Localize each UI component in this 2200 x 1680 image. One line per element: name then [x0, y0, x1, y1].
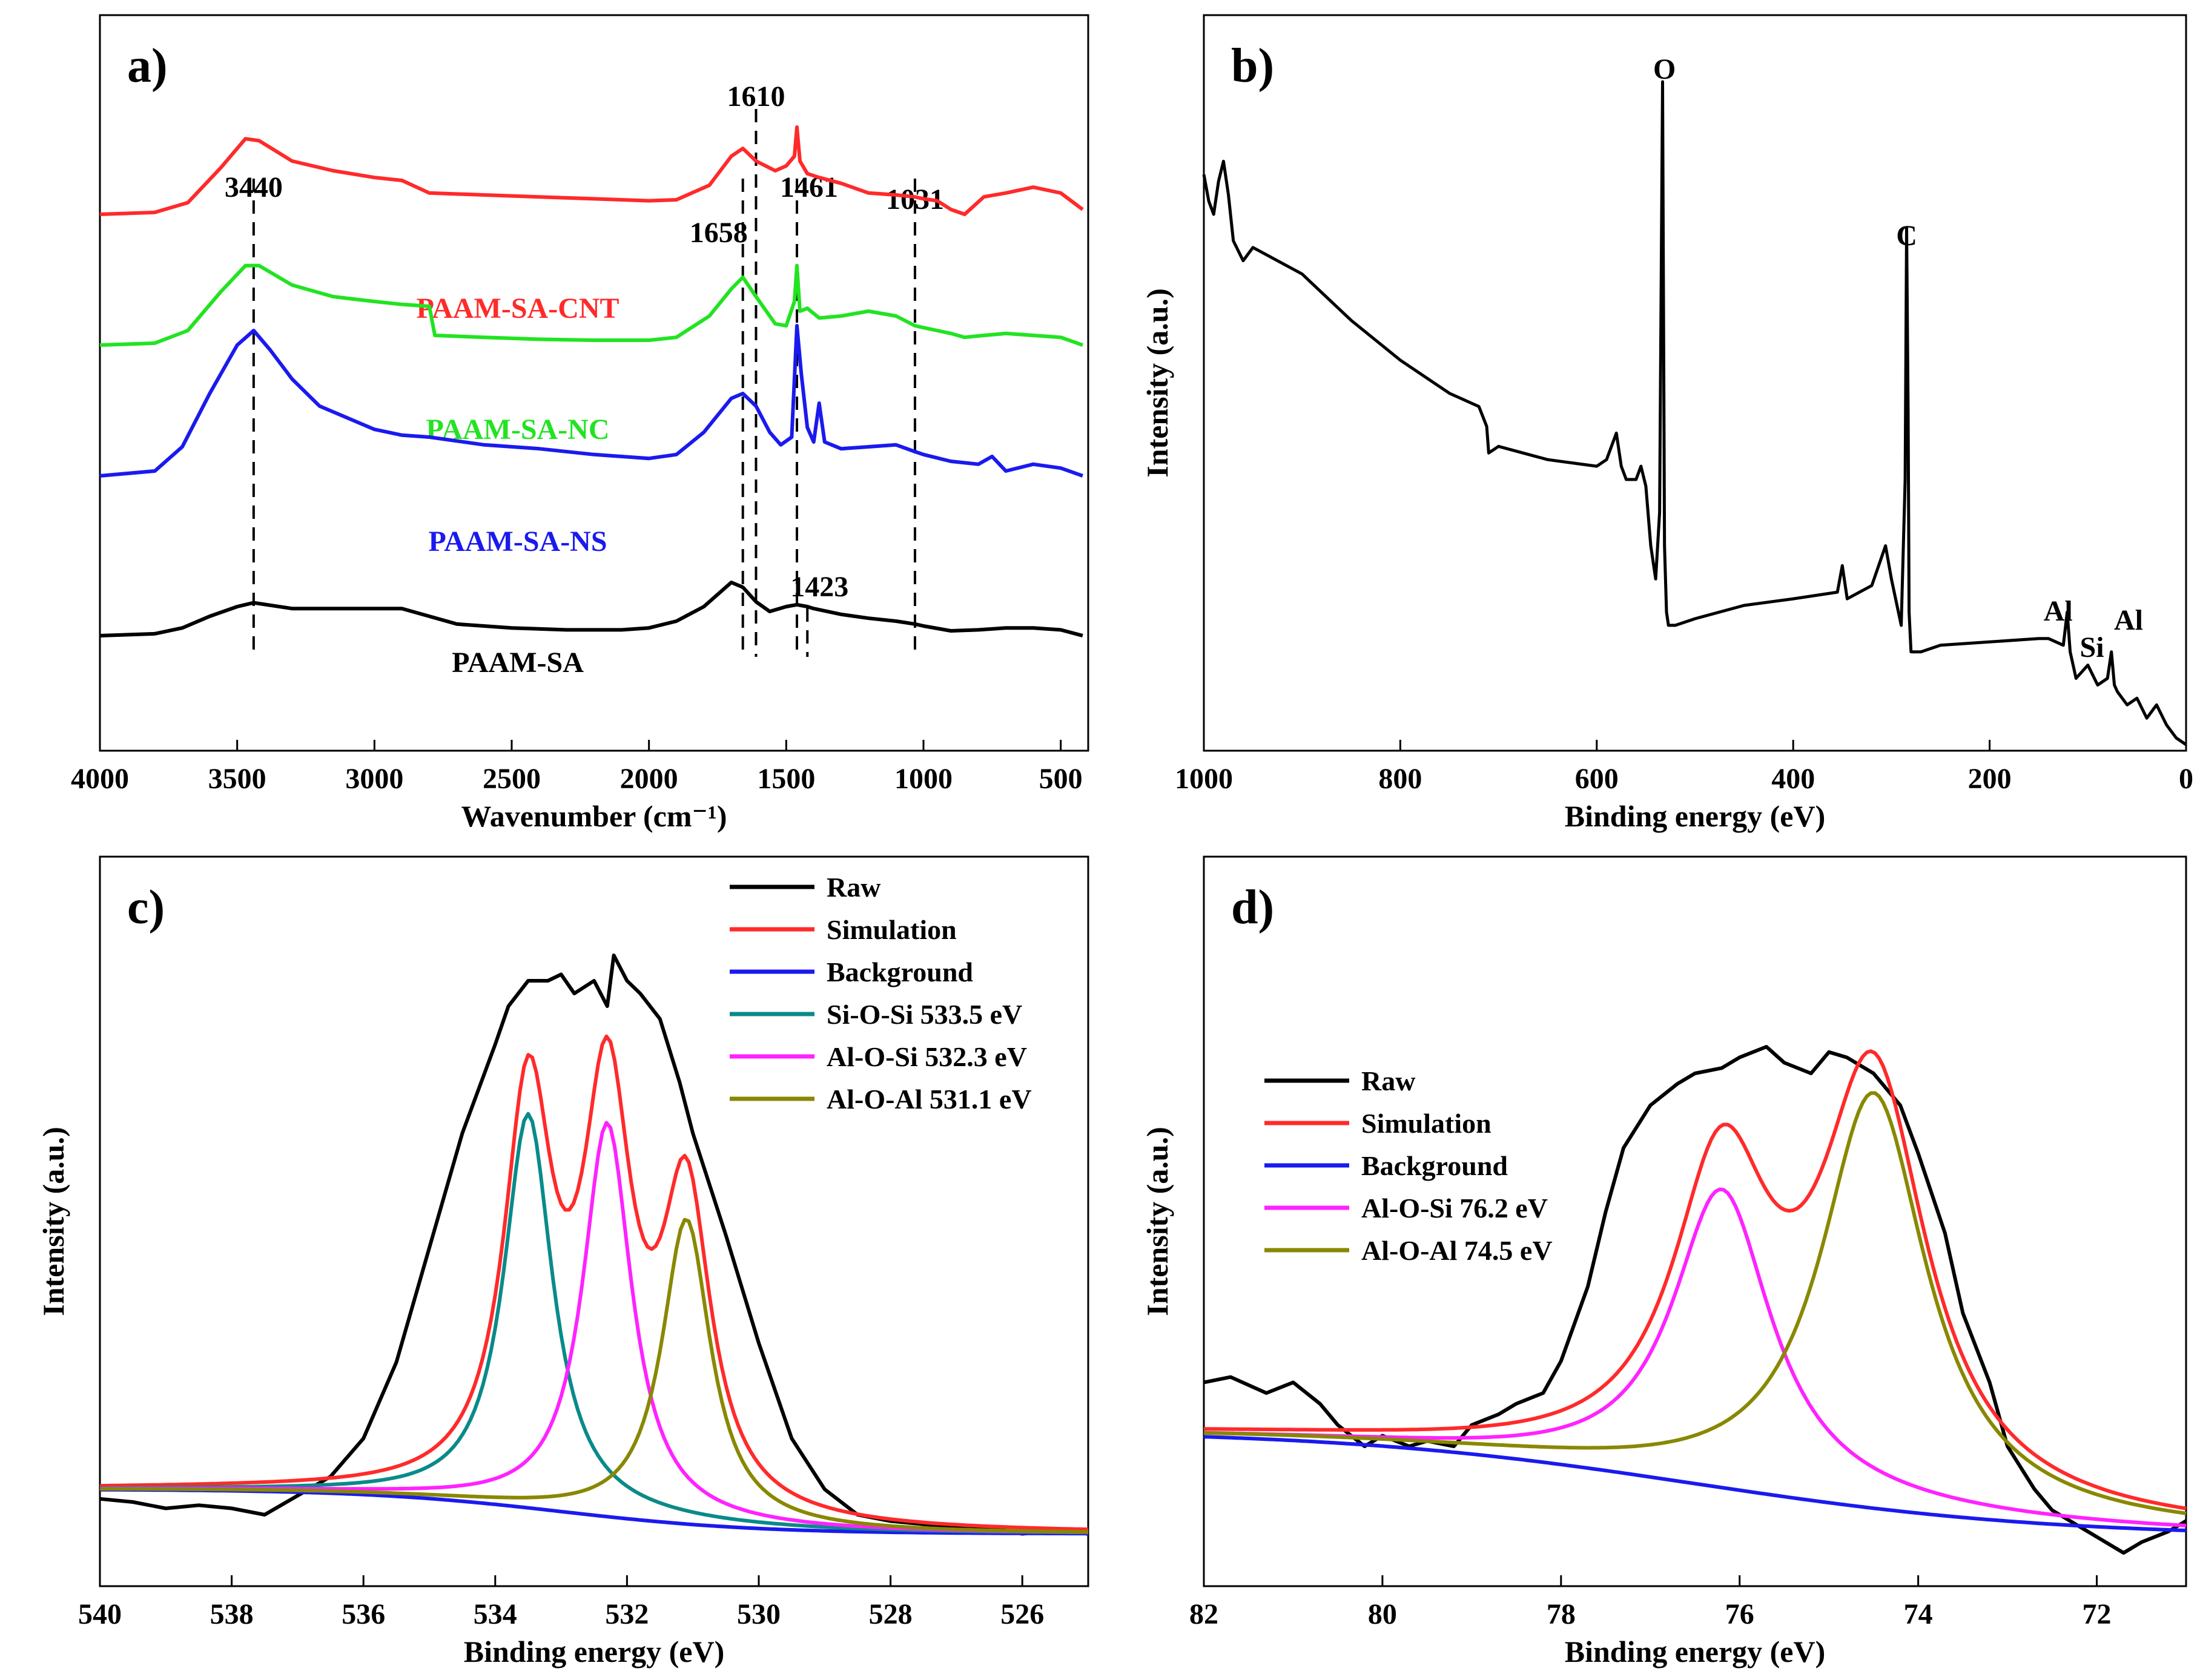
legend-label: Background	[1361, 1150, 1508, 1181]
element-label: Si	[2080, 631, 2104, 664]
series-line	[100, 1217, 1089, 1534]
legend-label: Simulation	[827, 914, 957, 945]
y-axis-label: Intensity (a.u.)	[1140, 288, 1174, 478]
x-tick-label: 526	[1000, 1598, 1044, 1630]
x-tick-label: 800	[1378, 763, 1422, 795]
series-line	[1203, 1091, 2187, 1515]
x-axis-label: Wavenumber (cm⁻¹)	[461, 799, 727, 833]
series-label: PAAM-SA	[452, 647, 584, 679]
x-tick-label: 76	[1725, 1598, 1754, 1630]
x-tick-label: 3500	[208, 763, 266, 795]
x-tick-label: 78	[1547, 1598, 1576, 1630]
legend-label: Al-O-Al 74.5 eV	[1361, 1235, 1553, 1266]
legend-label: Raw	[827, 872, 880, 903]
survey-spectrum-line	[1202, 80, 2187, 746]
element-label: C	[1896, 220, 1917, 252]
x-axis-label: Binding energy (eV)	[1565, 1635, 1826, 1668]
legend-label: Si-O-Si 533.5 eV	[827, 999, 1022, 1030]
series-line-paam-sa-cnt	[99, 125, 1084, 216]
series-line-paam-sa-nc	[99, 263, 1083, 347]
series-line	[1203, 1435, 2187, 1532]
legend-label: Raw	[1361, 1066, 1415, 1096]
x-tick-label: 600	[1575, 763, 1619, 795]
y-axis-label: Intensity (a.u.)	[1140, 1127, 1174, 1316]
legend-label: Simulation	[1361, 1108, 1491, 1139]
x-tick-label: 1500	[757, 763, 815, 795]
y-axis-label: Intensity (a.u.)	[36, 1127, 70, 1316]
series-line	[99, 1034, 1089, 1532]
peak-label: 1461	[780, 171, 838, 203]
element-label: O	[1653, 53, 1676, 85]
series-line-paam-sa-ns	[99, 324, 1083, 478]
series-line	[1203, 1049, 2187, 1510]
peak-label: 1423	[790, 571, 848, 603]
x-tick-label: 1000	[1175, 763, 1233, 795]
x-tick-label: 538	[210, 1598, 254, 1630]
x-tick-label: 0	[2179, 763, 2193, 795]
x-tick-label: 536	[342, 1598, 385, 1630]
panel-label: b)	[1231, 39, 1274, 93]
series-line	[1203, 1045, 2187, 1555]
plot-frame	[99, 14, 1089, 752]
x-axis-label: Binding energy (eV)	[464, 1635, 725, 1668]
x-tick-label: 532	[605, 1598, 649, 1630]
plot-frame	[99, 855, 1089, 1587]
panel-label: a)	[127, 39, 168, 93]
x-tick-label: 530	[737, 1598, 781, 1630]
legend-label: Al-O-Al 531.1 eV	[827, 1084, 1032, 1115]
x-tick-label: 82	[1189, 1598, 1218, 1630]
x-tick-label: 4000	[71, 763, 129, 795]
series-line	[100, 1121, 1089, 1534]
element-label: Al	[2114, 604, 2143, 636]
peak-label: 1610	[727, 81, 785, 113]
panel-1: b) 1000 800 600 400 200 0 Binding energy (eV) In…	[1140, 14, 2193, 833]
panel-0: a) 4000 3500 3000 2500 2000 1500 1000 500 Wavenum…	[71, 14, 1089, 833]
series-line-paam-sa	[99, 581, 1083, 637]
series-line	[1203, 1187, 2187, 1527]
x-tick-label: 540	[78, 1598, 122, 1630]
panel-label: c)	[127, 881, 165, 934]
x-tick-label: 1000	[894, 763, 953, 795]
x-axis-label: Binding energy (eV)	[1565, 799, 1826, 833]
series-label: PAAM-SA-CNT	[416, 292, 619, 324]
peak-label: 3440	[225, 171, 283, 203]
x-tick-label: 400	[1771, 763, 1815, 795]
x-tick-label: 534	[474, 1598, 517, 1630]
x-tick-label: 2000	[620, 763, 678, 795]
legend-label: Background	[827, 957, 973, 987]
plot-frame	[1203, 14, 2187, 752]
panel-3: d) 82 80 78 76 74 72 Binding energy (eV) Intensi…	[1140, 855, 2187, 1668]
x-tick-label: 2500	[483, 763, 541, 795]
x-tick-label: 74	[1904, 1598, 1933, 1630]
x-tick-label: 200	[1968, 763, 2012, 795]
panel-2: c) 540 538 536 534 532 530 528 526 Binding energy…	[36, 855, 1089, 1668]
x-tick-label: 80	[1368, 1598, 1397, 1630]
legend-label: Al-O-Si 532.3 eV	[827, 1041, 1027, 1072]
x-tick-label: 3000	[345, 763, 403, 795]
x-tick-label: 500	[1039, 763, 1083, 795]
x-tick-label: 72	[2083, 1598, 2112, 1630]
legend-label: Al-O-Si 76.2 eV	[1361, 1193, 1548, 1224]
series-label: PAAM-SA-NS	[428, 525, 607, 558]
plot-frame	[1203, 855, 2187, 1587]
peak-label: 1658	[690, 217, 748, 249]
element-label: Al	[2044, 595, 2073, 627]
x-tick-label: 528	[869, 1598, 913, 1630]
panel-label: d)	[1231, 881, 1274, 934]
